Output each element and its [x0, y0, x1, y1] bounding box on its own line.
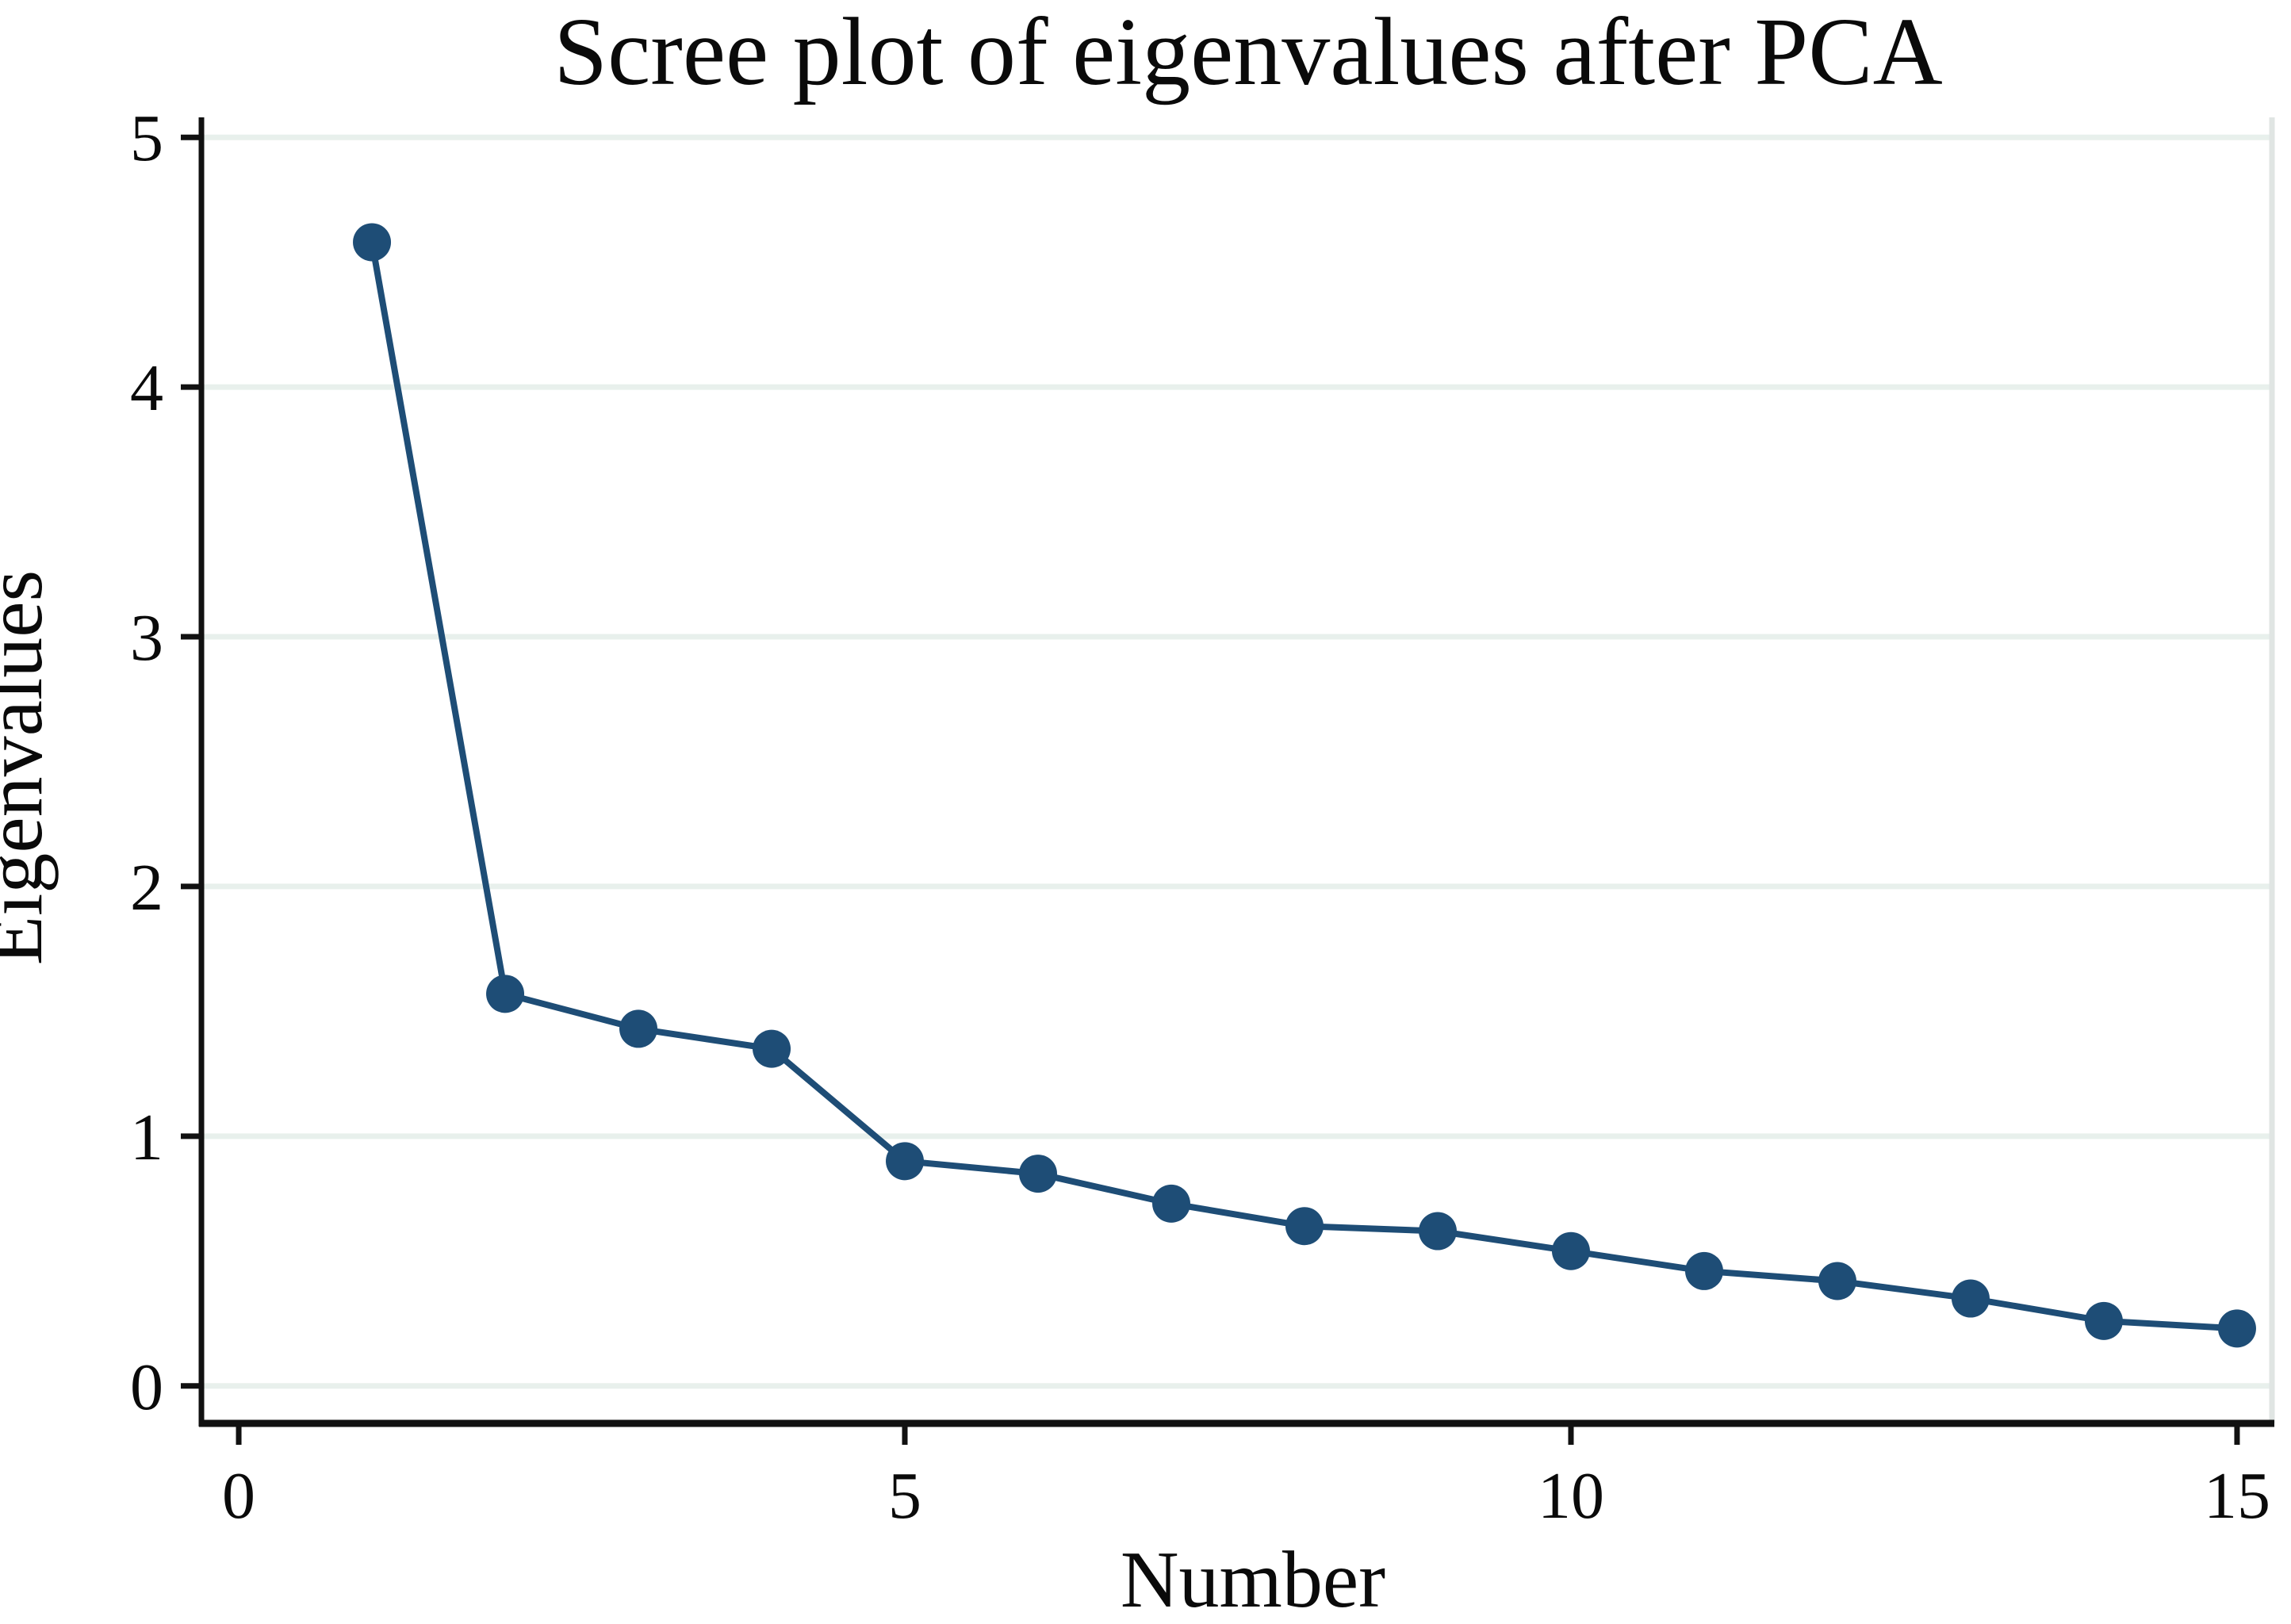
x-axis-label: Number — [1121, 1535, 1385, 1624]
y-tick-label: 4 — [130, 351, 163, 425]
y-tick-label: 2 — [130, 851, 163, 925]
data-point — [1418, 1212, 1457, 1251]
series-line — [369, 239, 2240, 1332]
data-point — [1285, 1207, 1324, 1246]
data-point — [353, 223, 392, 262]
y-tick-label: 5 — [130, 102, 163, 175]
data-point — [1684, 1251, 1723, 1290]
x-tick-label: 15 — [2204, 1459, 2270, 1533]
data-point — [753, 1029, 791, 1068]
tick-labels: 0 1 2 3 4 5 0 5 10 15 — [130, 102, 2270, 1533]
x-tick-label: 5 — [888, 1459, 921, 1533]
y-tick-label: 3 — [130, 601, 163, 675]
data-point — [1951, 1279, 1990, 1318]
gridlines — [201, 134, 2274, 1389]
x-tick-label: 0 — [222, 1459, 255, 1533]
data-point — [1152, 1184, 1191, 1223]
y-tick-label: 0 — [130, 1350, 163, 1424]
y-tick-label: 1 — [130, 1101, 163, 1174]
data-point — [2217, 1309, 2256, 1348]
data-point — [619, 1009, 658, 1048]
axes — [198, 117, 2274, 1427]
data-point — [1818, 1262, 1856, 1300]
data-point — [886, 1142, 925, 1181]
chart-title: Scree plot of eigenvalues after PCA — [554, 0, 1943, 105]
x-tick-label: 10 — [1538, 1459, 1604, 1533]
y-axis-label: Eigenvalues — [0, 570, 59, 966]
axis-ticks — [181, 134, 2240, 1445]
data-point — [1551, 1231, 1590, 1270]
data-series — [353, 223, 2256, 1348]
data-point — [2084, 1301, 2123, 1340]
data-point — [1019, 1155, 1058, 1193]
data-point — [486, 975, 525, 1013]
